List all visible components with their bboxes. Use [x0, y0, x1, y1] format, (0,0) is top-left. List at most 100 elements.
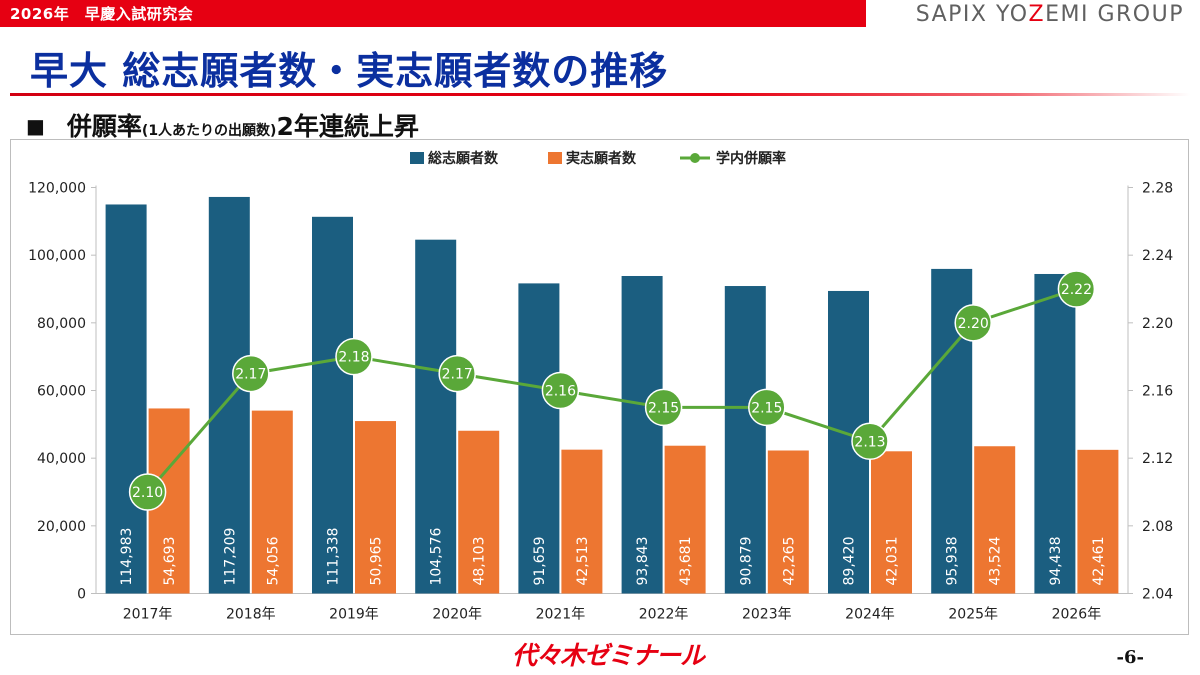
- right-axis-tick-label: 2.20: [1142, 316, 1173, 332]
- header-bar: 2026年 早慶入試研究会: [0, 0, 866, 27]
- bar-total-applicants: [518, 283, 560, 594]
- bar-actual-data-label: 54,693: [162, 537, 178, 586]
- rate-data-label: 2.20: [958, 316, 989, 332]
- bar-actual-applicants: [1077, 449, 1119, 594]
- rate-marker: [335, 337, 373, 376]
- x-axis-tick-label: 2017年: [123, 607, 173, 623]
- left-axis-tick-label: 20,000: [37, 519, 86, 535]
- page-number: -6-: [1116, 647, 1144, 668]
- right-axis-tick-label: 2.04: [1142, 587, 1173, 603]
- rate-data-label: 2.13: [854, 434, 885, 450]
- bar-total-applicants: [724, 286, 766, 594]
- subtitle-lead: 併願率: [66, 112, 142, 141]
- bar-total-applicants: [105, 204, 147, 594]
- subtitle-note: (1人あたりの出願数): [141, 123, 277, 139]
- bar-total-data-label: 114,983: [119, 528, 135, 586]
- rate-data-label: 2.16: [545, 384, 576, 400]
- rate-data-label: 2.22: [1061, 282, 1092, 298]
- bar-total-data-label: 104,576: [429, 528, 445, 586]
- left-axis-tick-label: 0: [77, 587, 86, 603]
- bar-total-data-label: 89,420: [842, 537, 858, 586]
- bar-total-data-label: 117,209: [222, 528, 238, 586]
- footer-logo: 代々木ゼミナール: [512, 641, 705, 670]
- x-axis-tick-label: 2024年: [845, 607, 895, 623]
- bar-actual-data-label: 42,265: [781, 537, 797, 586]
- bar-actual-data-label: 42,513: [575, 537, 591, 586]
- bar-total-data-label: 111,338: [326, 528, 342, 586]
- title-divider: [10, 93, 1190, 96]
- rate-data-label: 2.15: [751, 400, 782, 416]
- bar-actual-applicants: [767, 450, 809, 594]
- left-axis-tick-label: 100,000: [28, 248, 86, 264]
- x-axis-tick-label: 2021年: [536, 607, 586, 623]
- legend-label-rate: 学内併願率: [716, 150, 786, 167]
- rate-data-label: 2.18: [338, 350, 369, 366]
- bar-actual-data-label: 43,681: [678, 537, 694, 586]
- bar-total-data-label: 90,879: [738, 537, 754, 586]
- bar-actual-applicants: [355, 421, 396, 594]
- x-axis-tick-label: 2020年: [432, 607, 482, 623]
- rate-marker: [541, 371, 580, 410]
- bar-total-applicants: [1034, 273, 1076, 594]
- rate-data-label: 2.15: [648, 400, 679, 416]
- rate-marker: [128, 473, 167, 511]
- bar-actual-data-label: 43,524: [988, 536, 1004, 585]
- bar-actual-applicants: [974, 446, 1016, 594]
- left-axis-tick-label: 60,000: [37, 384, 86, 400]
- bar-total-data-label: 94,438: [1048, 537, 1064, 586]
- chart-frame: [10, 139, 1189, 635]
- bar-total-data-label: 95,938: [945, 537, 961, 586]
- subtitle-tail: 2年連続上昇: [276, 112, 419, 141]
- right-axis-tick-label: 2.08: [1142, 519, 1173, 535]
- bar-total-data-label: 93,843: [635, 537, 651, 586]
- subtitle-bullet: ■: [26, 114, 45, 138]
- bar-actual-data-label: 42,031: [885, 537, 901, 586]
- bar-total-applicants: [415, 239, 457, 594]
- x-axis-tick-label: 2018年: [226, 607, 276, 623]
- bar-actual-data-label: 48,103: [472, 537, 488, 586]
- legend-swatch-total: [410, 152, 424, 164]
- bar-actual-applicants: [664, 445, 706, 594]
- rate-line: [146, 287, 1077, 493]
- x-axis-tick-label: 2022年: [639, 607, 689, 623]
- bar-actual-data-label: 50,965: [369, 537, 385, 586]
- rate-marker: [851, 422, 889, 460]
- left-axis-tick-label: 80,000: [37, 316, 86, 332]
- x-axis-tick-label: 2026年: [1052, 607, 1102, 623]
- right-axis-tick-label: 2.12: [1142, 451, 1173, 467]
- header-label: 2026年 早慶入試研究会: [10, 5, 194, 23]
- page-subtitle: ■ 併願率(1人あたりの出願数)2年連続上昇: [26, 107, 419, 143]
- rate-marker: [644, 388, 683, 427]
- bar-total-applicants: [621, 275, 663, 594]
- left-axis-tick-label: 120,000: [28, 181, 86, 197]
- legend-label-total: 総志願者数: [428, 150, 499, 167]
- brand-logo: SAPIX YOZEMI GROUP: [916, 2, 1184, 27]
- right-axis-tick-label: 2.24: [1142, 248, 1173, 264]
- bar-actual-data-label: 54,056: [265, 536, 281, 585]
- bar-total-applicants: [208, 196, 250, 594]
- bar-actual-applicants: [251, 410, 293, 594]
- bar-total-data-label: 91,659: [532, 537, 548, 586]
- rate-marker: [954, 304, 992, 342]
- legend-swatch-actual: [548, 152, 562, 164]
- page-title: 早大 総志願者数・実志願者数の推移: [30, 49, 669, 93]
- bar-actual-applicants: [458, 430, 500, 594]
- bar-actual-applicants: [561, 449, 603, 594]
- bar-actual-applicants: [871, 451, 912, 594]
- rate-marker: [748, 388, 786, 427]
- x-axis-tick-label: 2023年: [742, 607, 792, 623]
- bar-total-applicants: [312, 216, 353, 594]
- left-axis-tick-label: 40,000: [37, 451, 86, 467]
- rate-marker: [232, 354, 270, 393]
- x-axis-tick-label: 2019年: [329, 607, 379, 623]
- right-axis-tick-label: 2.16: [1142, 384, 1173, 400]
- rate-data-label: 2.10: [132, 485, 163, 501]
- brand-text-part1: SAPIX YO: [915, 2, 1029, 27]
- right-axis-tick-label: 2.28: [1142, 181, 1173, 197]
- bar-actual-data-label: 42,461: [1091, 537, 1107, 586]
- legend-label-actual: 実志願者数: [566, 150, 637, 167]
- rate-data-label: 2.17: [442, 367, 473, 383]
- legend-marker-rate: [690, 153, 700, 163]
- rate-data-label: 2.17: [235, 367, 266, 383]
